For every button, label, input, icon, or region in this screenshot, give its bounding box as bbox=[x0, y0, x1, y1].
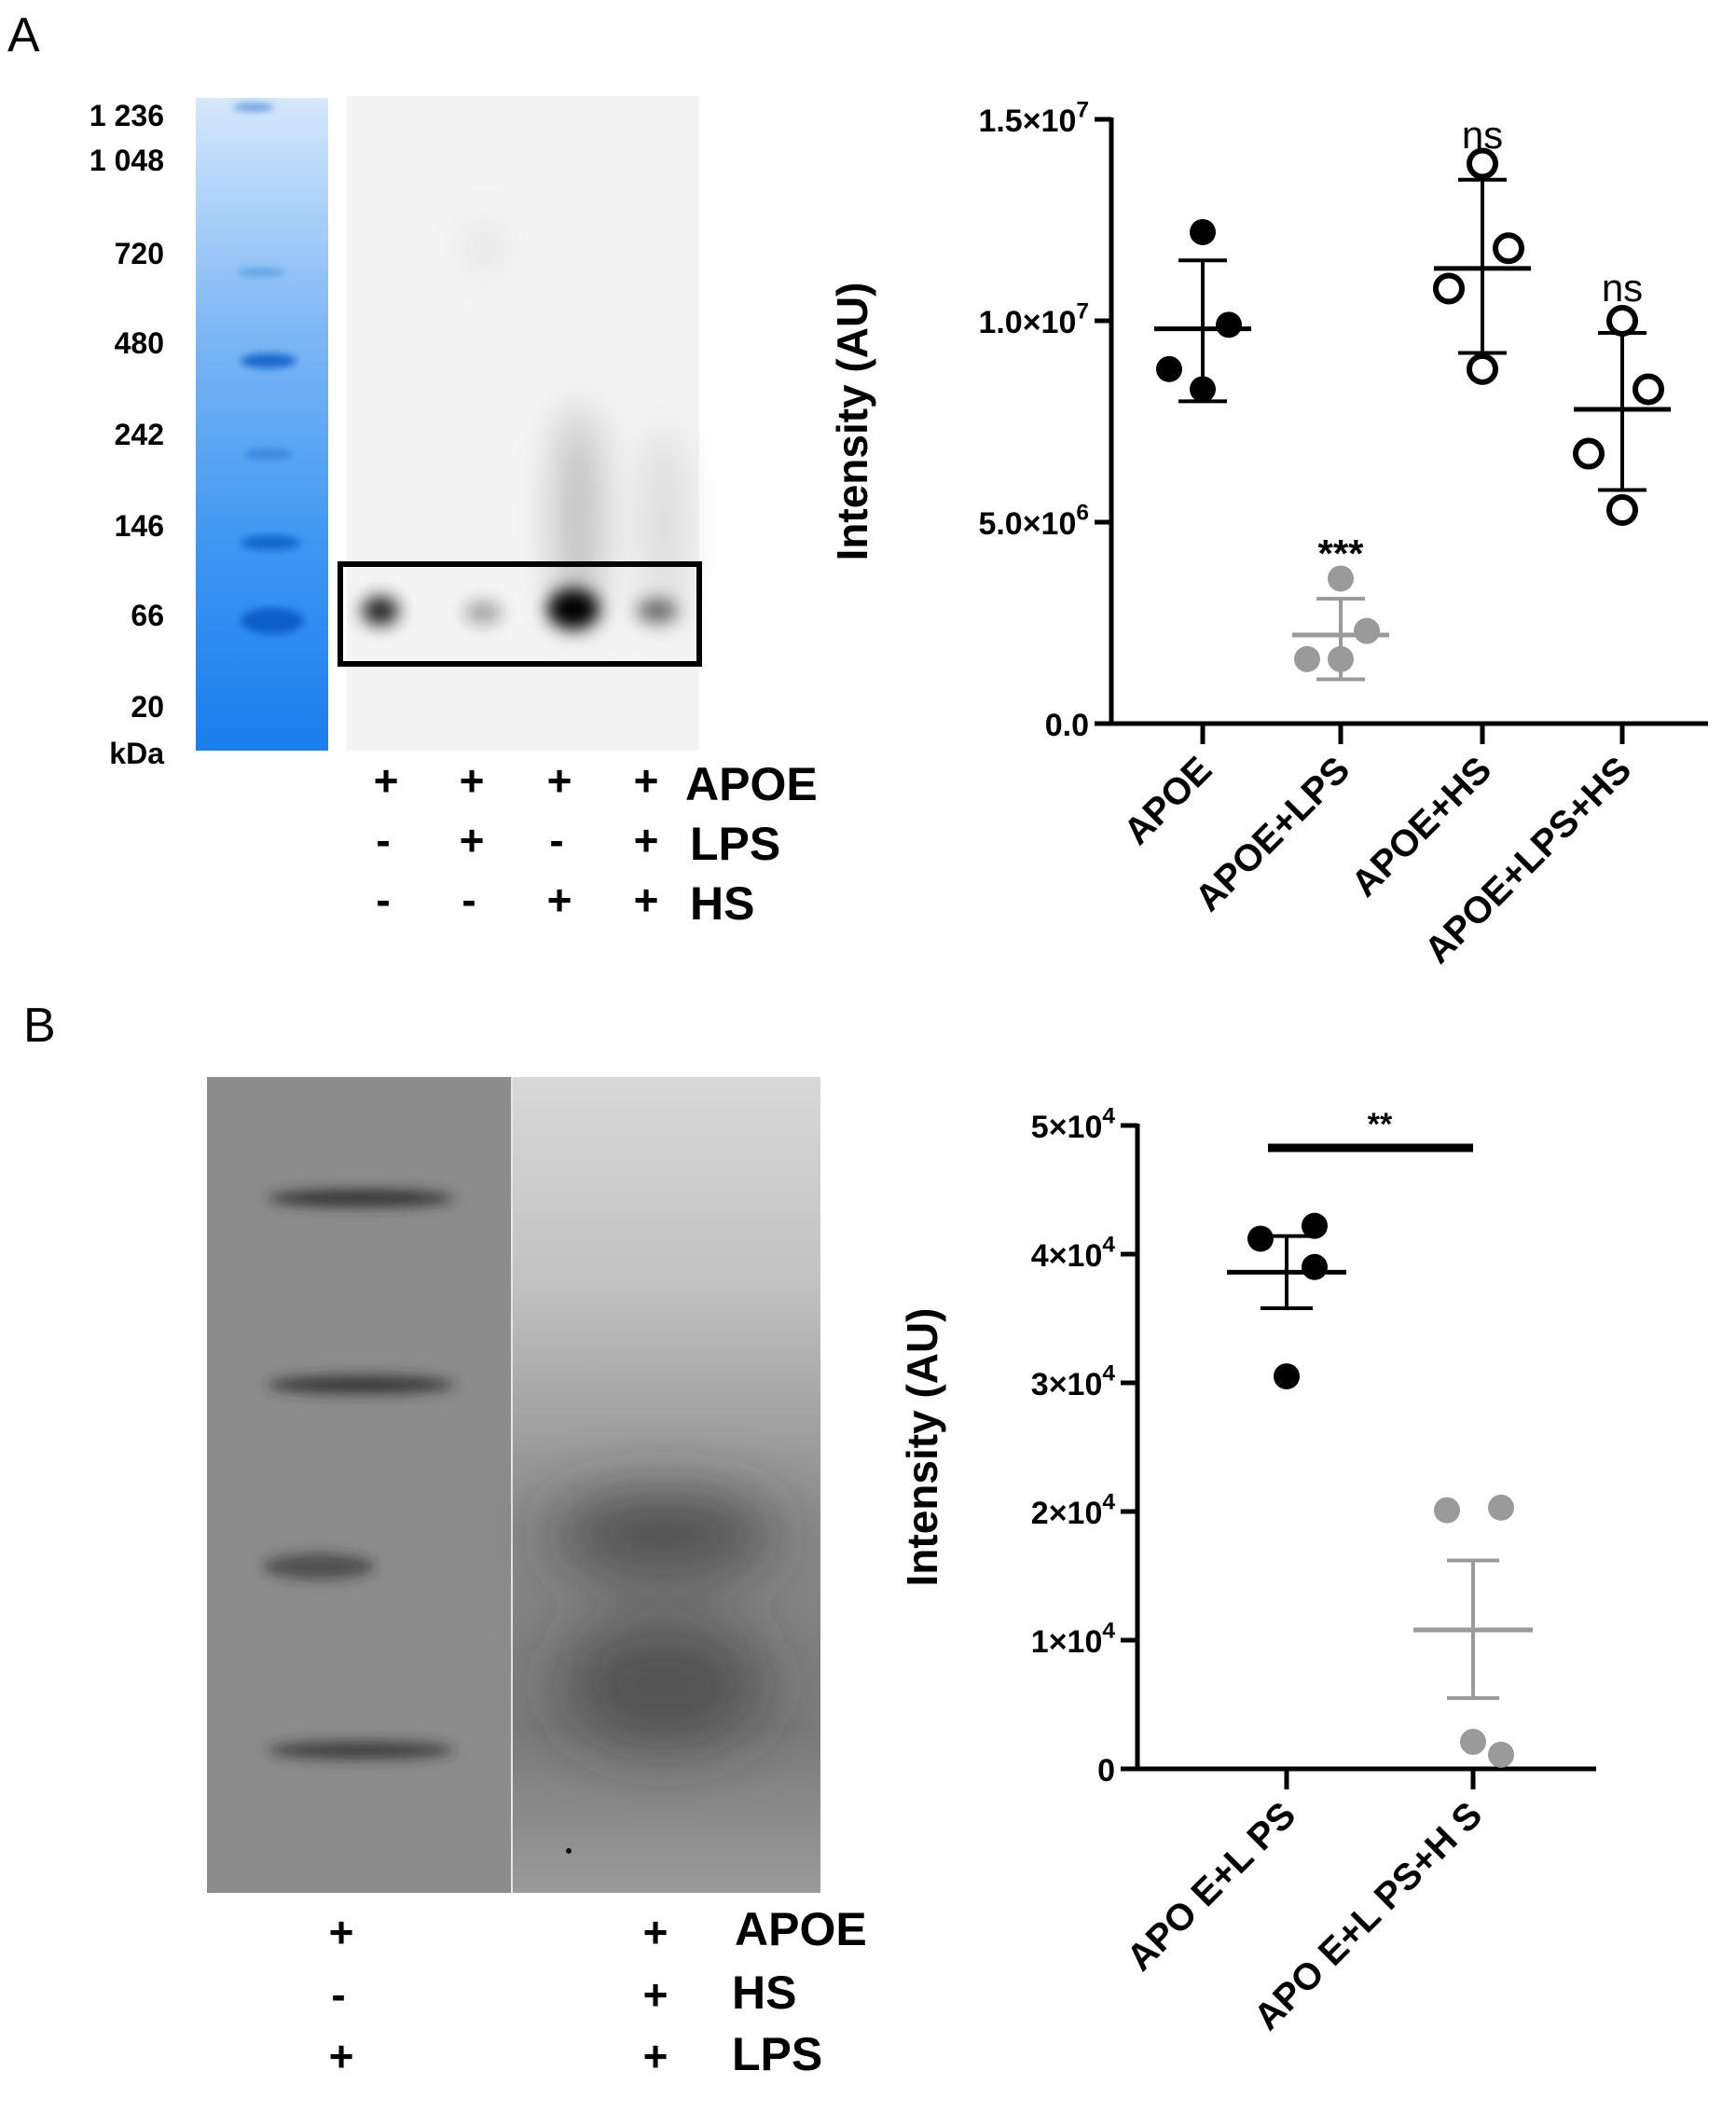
data-point bbox=[1274, 1363, 1300, 1390]
condition-sign: - bbox=[462, 876, 476, 924]
condition-sign: + bbox=[373, 756, 399, 805]
condition-sign: + bbox=[546, 876, 572, 924]
mw-label: kDa bbox=[109, 737, 164, 770]
chart-a: 0.0 5.0×106 1.0×107 1.5×107 Intensity (AU) AP… bbox=[828, 98, 1708, 972]
data-point bbox=[1302, 1253, 1328, 1280]
condition-sign: + bbox=[546, 756, 572, 805]
condition-name: LPS bbox=[732, 2028, 823, 2080]
y-axis-label: Intensity (AU) bbox=[898, 1308, 946, 1587]
mw-label: 720 bbox=[114, 237, 164, 270]
data-point bbox=[1493, 232, 1524, 265]
chart-b: 0 1×104 2×104 3×104 4×104 5×104 Intensity (AU)… bbox=[898, 1104, 1596, 2038]
data-point bbox=[1434, 1497, 1460, 1524]
data-point bbox=[1433, 272, 1465, 305]
data-point bbox=[1294, 645, 1320, 672]
condition-sign: + bbox=[328, 2032, 354, 2080]
condition-sign: + bbox=[328, 1908, 354, 1956]
condition-name: HS bbox=[690, 877, 755, 930]
x-tick-label: APO E+L PS bbox=[1119, 1794, 1303, 1979]
condition-sign: + bbox=[642, 1970, 668, 2019]
data-point bbox=[1247, 1225, 1274, 1252]
data-point bbox=[1190, 218, 1216, 245]
data-point bbox=[1606, 305, 1638, 337]
condition-sign: + bbox=[633, 756, 659, 805]
data-point bbox=[1302, 1212, 1328, 1239]
mw-label: 146 bbox=[114, 509, 164, 543]
condition-sign: + bbox=[459, 816, 485, 864]
data-point bbox=[1216, 311, 1242, 338]
data-point bbox=[1190, 376, 1216, 403]
condition-sign: - bbox=[376, 876, 391, 924]
condition-name: HS bbox=[732, 1967, 797, 2019]
data-point bbox=[1460, 1729, 1486, 1756]
condition-sign: + bbox=[633, 876, 659, 924]
data-point bbox=[1573, 437, 1605, 470]
condition-sign: + bbox=[459, 756, 485, 805]
condition-name: APOE bbox=[685, 758, 818, 810]
condition-sign: + bbox=[633, 816, 659, 864]
mw-label: 1 236 bbox=[89, 99, 164, 132]
condition-sign: + bbox=[642, 2032, 668, 2080]
significance-label: *** bbox=[1317, 531, 1364, 575]
mw-label: 66 bbox=[131, 599, 164, 632]
protein-ladder bbox=[196, 98, 328, 751]
mw-label: 20 bbox=[131, 690, 164, 724]
gel-b-image bbox=[207, 1077, 820, 1893]
y-tick-label: 4×104 bbox=[1031, 1233, 1116, 1274]
y-axis-label: Intensity (AU) bbox=[828, 283, 876, 561]
significance-label: ns bbox=[1602, 266, 1643, 310]
y-tick-label: 5.0×106 bbox=[978, 501, 1089, 542]
data-point bbox=[1467, 147, 1498, 180]
data-point bbox=[1633, 373, 1664, 406]
y-tick-label: 0 bbox=[1097, 1753, 1115, 1788]
y-tick-label: 1.0×107 bbox=[978, 299, 1089, 340]
condition-sign: + bbox=[642, 1908, 668, 1956]
condition-sign: - bbox=[549, 816, 564, 864]
gel-a-image bbox=[196, 96, 702, 751]
significance-label: ** bbox=[1368, 1107, 1393, 1142]
data-point bbox=[1606, 494, 1638, 527]
panel-b-letter: B bbox=[23, 999, 56, 1053]
y-tick-label: 1×104 bbox=[1031, 1619, 1116, 1660]
x-tick-label: APOE+HS bbox=[1343, 749, 1499, 904]
blot-membrane bbox=[347, 96, 699, 751]
y-tick-label: 3×104 bbox=[1031, 1361, 1116, 1402]
blot-right-lane bbox=[513, 1077, 820, 1893]
data-point bbox=[1467, 352, 1498, 385]
y-tick-label: 1.5×107 bbox=[978, 98, 1089, 139]
y-tick-label: 2×104 bbox=[1031, 1490, 1116, 1531]
band-highlight-box bbox=[338, 561, 702, 667]
data-point bbox=[1328, 645, 1354, 672]
condition-sign: - bbox=[376, 816, 391, 864]
y-tick-label: 0.0 bbox=[1045, 708, 1089, 743]
data-point bbox=[1354, 617, 1380, 644]
data-point bbox=[1488, 1741, 1514, 1768]
condition-name: LPS bbox=[690, 818, 781, 870]
y-tick-label: 5×104 bbox=[1031, 1104, 1116, 1145]
significance-label: ns bbox=[1462, 113, 1503, 157]
panel-a-letter: A bbox=[7, 8, 40, 62]
condition-sign: - bbox=[331, 1970, 346, 2019]
mw-label: 480 bbox=[114, 326, 164, 360]
data-point bbox=[1488, 1494, 1514, 1521]
data-point bbox=[1156, 355, 1182, 382]
condition-name: APOE bbox=[735, 1903, 867, 1955]
mw-label: 242 bbox=[114, 418, 164, 451]
mw-label: 1 048 bbox=[89, 144, 164, 177]
data-point bbox=[1328, 565, 1354, 592]
x-tick-label: APOE bbox=[1116, 749, 1219, 852]
